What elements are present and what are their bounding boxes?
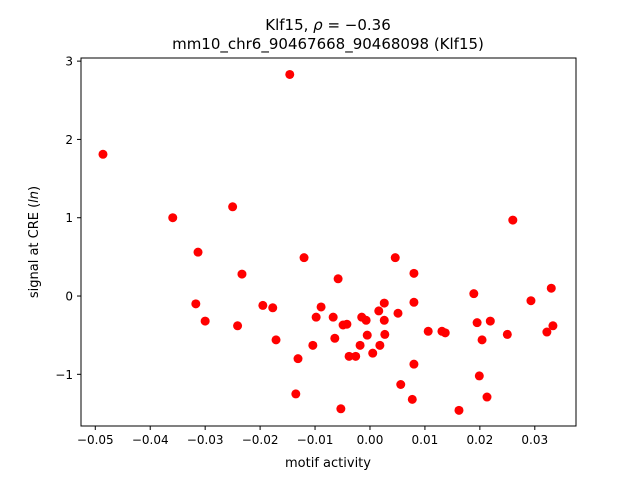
data-point: [423, 326, 433, 336]
data-point: [336, 404, 346, 414]
x-tick-label: −0.05: [77, 433, 114, 447]
data-point: [548, 321, 558, 331]
data-point: [191, 299, 201, 309]
data-point: [200, 316, 210, 326]
data-point: [293, 354, 303, 364]
data-point: [344, 351, 354, 361]
data-point: [477, 335, 487, 345]
data-point: [316, 302, 326, 312]
data-point: [396, 380, 406, 390]
data-point: [374, 306, 384, 316]
data-point: [328, 312, 338, 322]
x-tick-label: −0.02: [242, 433, 279, 447]
x-tick-label: −0.03: [187, 433, 224, 447]
data-point: [393, 308, 403, 318]
data-point: [375, 340, 385, 350]
data-point: [380, 329, 390, 339]
data-point: [409, 359, 419, 369]
y-tick-label: 0: [65, 290, 73, 304]
data-point: [258, 300, 268, 310]
data-point: [193, 247, 203, 257]
data-point: [379, 315, 389, 325]
data-point: [542, 327, 552, 337]
chart-title-line1: Klf15, ρ = −0.36: [265, 16, 391, 34]
data-point: [546, 283, 556, 293]
data-point: [482, 392, 492, 402]
data-point: [271, 335, 281, 345]
data-point: [330, 333, 340, 343]
data-point: [291, 389, 301, 399]
data-point: [502, 329, 512, 339]
data-point: [407, 394, 417, 404]
data-point: [355, 340, 365, 350]
data-point: [409, 297, 419, 307]
data-point: [333, 274, 343, 284]
x-tick-label: 0.03: [521, 433, 548, 447]
x-tick-label: 0.02: [466, 433, 493, 447]
y-axis-label: signal at CRE (ln): [27, 186, 42, 298]
data-point: [390, 253, 400, 263]
data-point: [351, 351, 361, 361]
data-point: [362, 330, 372, 340]
y-tick-label: 1: [65, 211, 73, 225]
data-point: [379, 298, 389, 308]
data-point: [409, 268, 419, 278]
y-tick-label: 2: [65, 133, 73, 147]
data-point: [285, 69, 295, 79]
data-point: [485, 316, 495, 326]
data-point: [299, 253, 309, 263]
data-point: [311, 312, 321, 322]
data-point: [228, 202, 238, 212]
x-tick-label: 0.00: [357, 433, 384, 447]
data-point: [308, 340, 318, 350]
x-tick-label: −0.01: [297, 433, 334, 447]
data-point: [368, 348, 378, 358]
data-point: [469, 289, 479, 299]
data-point: [98, 149, 108, 159]
y-tick-label: −1: [55, 368, 73, 382]
data-point: [508, 215, 518, 225]
y-tick-label: 3: [65, 55, 73, 69]
x-axis-label: motif activity: [285, 456, 371, 471]
x-tick-label: 0.01: [412, 433, 439, 447]
chart-title-line2: mm10_chr6_90467668_90468098 (Klf15): [172, 35, 484, 54]
data-point: [526, 296, 536, 306]
data-point: [168, 213, 178, 223]
data-point: [361, 315, 371, 325]
data-point: [440, 328, 450, 338]
data-point: [474, 371, 484, 381]
plot-area-frame: [80, 57, 577, 427]
data-point: [472, 318, 482, 328]
data-point: [268, 303, 278, 313]
x-tick-label: −0.04: [132, 433, 169, 447]
data-point: [237, 269, 247, 279]
data-point: [233, 321, 243, 331]
data-point: [342, 319, 352, 329]
data-point: [454, 405, 464, 415]
